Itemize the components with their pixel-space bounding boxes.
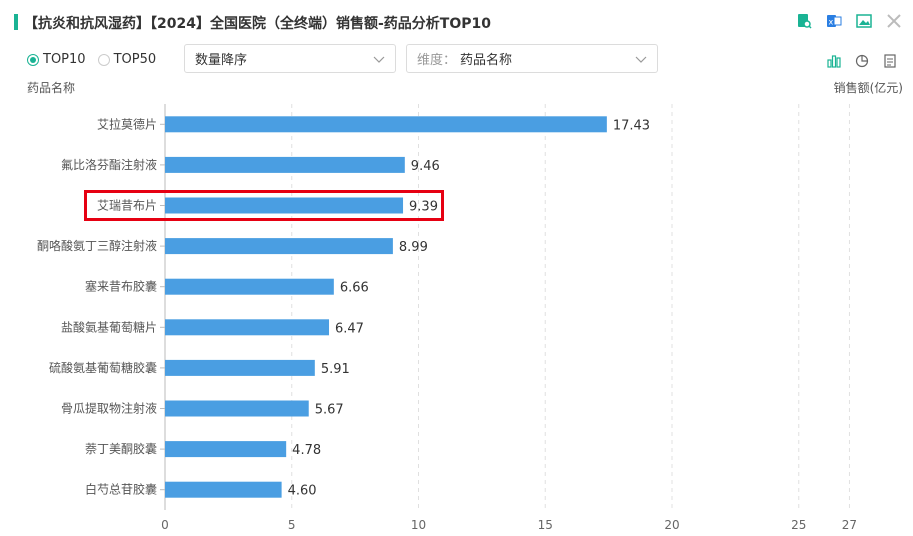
value-label: 17.43 [613,118,650,133]
category-label: 骨瓜提取物注射液 [61,401,157,416]
bar[interactable] [165,197,404,214]
radio-checked-icon [27,53,39,66]
category-label: 塞来昔布胶囊 [85,279,157,294]
bar[interactable] [165,278,334,295]
top-n-radio-group: TOP10 TOP50 [27,52,156,67]
excel-export-icon[interactable]: x [825,12,843,30]
bar[interactable] [165,156,405,173]
value-label: 8.99 [399,240,428,255]
x-tick-label: 15 [538,518,553,532]
bar[interactable] [165,400,309,417]
bar[interactable] [165,116,607,133]
category-label: 艾拉莫德片 [97,116,157,131]
x-tick-label: 10 [411,518,426,532]
value-label: 6.66 [340,281,369,296]
value-label: 6.47 [335,321,364,336]
header-toolbar: x [795,12,903,30]
bar[interactable] [165,238,393,255]
chevron-down-icon [635,53,647,69]
radio-top50-label: TOP50 [113,52,157,67]
table-view-icon[interactable] [881,52,899,70]
bar[interactable] [165,481,282,498]
x-axis-name: 销售额(亿元) [833,81,903,95]
category-label: 酮咯酸氨丁三醇注射液 [37,238,157,253]
x-tick-label: 27 [842,518,857,532]
report-search-icon[interactable] [795,12,813,30]
y-axis-name: 药品名称 [27,81,76,95]
x-tick-label: 25 [791,518,806,532]
x-tick-label: 5 [288,518,296,532]
chart-title: 【抗炎和抗风湿药】【2024】全国医院（全终端）销售额-药品分析TOP10 [24,16,491,32]
radio-top10[interactable]: TOP10 [27,52,86,67]
dimension-prefix: 维度： [417,53,457,68]
sort-select[interactable]: 数量降序 [184,44,396,73]
image-export-icon[interactable] [855,12,873,30]
value-label: 5.67 [315,403,344,418]
sort-select-value: 数量降序 [195,53,248,68]
bar[interactable] [165,441,287,458]
radio-top10-label: TOP10 [43,52,86,67]
bar[interactable] [165,359,315,376]
bar-chart-icon[interactable] [825,52,843,70]
radio-top50[interactable]: TOP50 [97,52,157,67]
category-label: 艾瑞昔布片 [97,199,157,213]
pie-chart-icon[interactable] [853,52,871,70]
chevron-down-icon [373,53,385,69]
category-label: 氟比洛芬酯注射液 [61,157,157,172]
value-label: 5.91 [321,362,350,377]
dimension-select[interactable]: 维度： 药品名称 [406,44,658,73]
radio-unchecked-icon [97,53,110,66]
close-icon[interactable] [885,12,903,30]
category-label: 白芍总苷胶囊 [85,482,157,497]
svg-text:x: x [829,18,834,27]
value-label: 4.60 [288,484,317,499]
category-label: 硫酸氨基葡萄糖胶囊 [49,360,157,375]
category-label: 萘丁美酮胶囊 [85,441,157,456]
value-label: 4.78 [292,443,321,458]
x-tick-label: 20 [664,518,679,532]
chart-type-switcher [825,52,899,70]
value-label: 9.46 [411,159,440,174]
dimension-select-value: 药品名称 [460,53,513,68]
category-label: 盐酸氨基葡萄糖片 [61,319,157,334]
x-tick-label: 0 [161,518,169,532]
bar[interactable] [165,319,330,336]
value-label: 9.39 [409,200,438,215]
title-accent-bar [14,14,18,30]
highlight-box [84,190,444,221]
